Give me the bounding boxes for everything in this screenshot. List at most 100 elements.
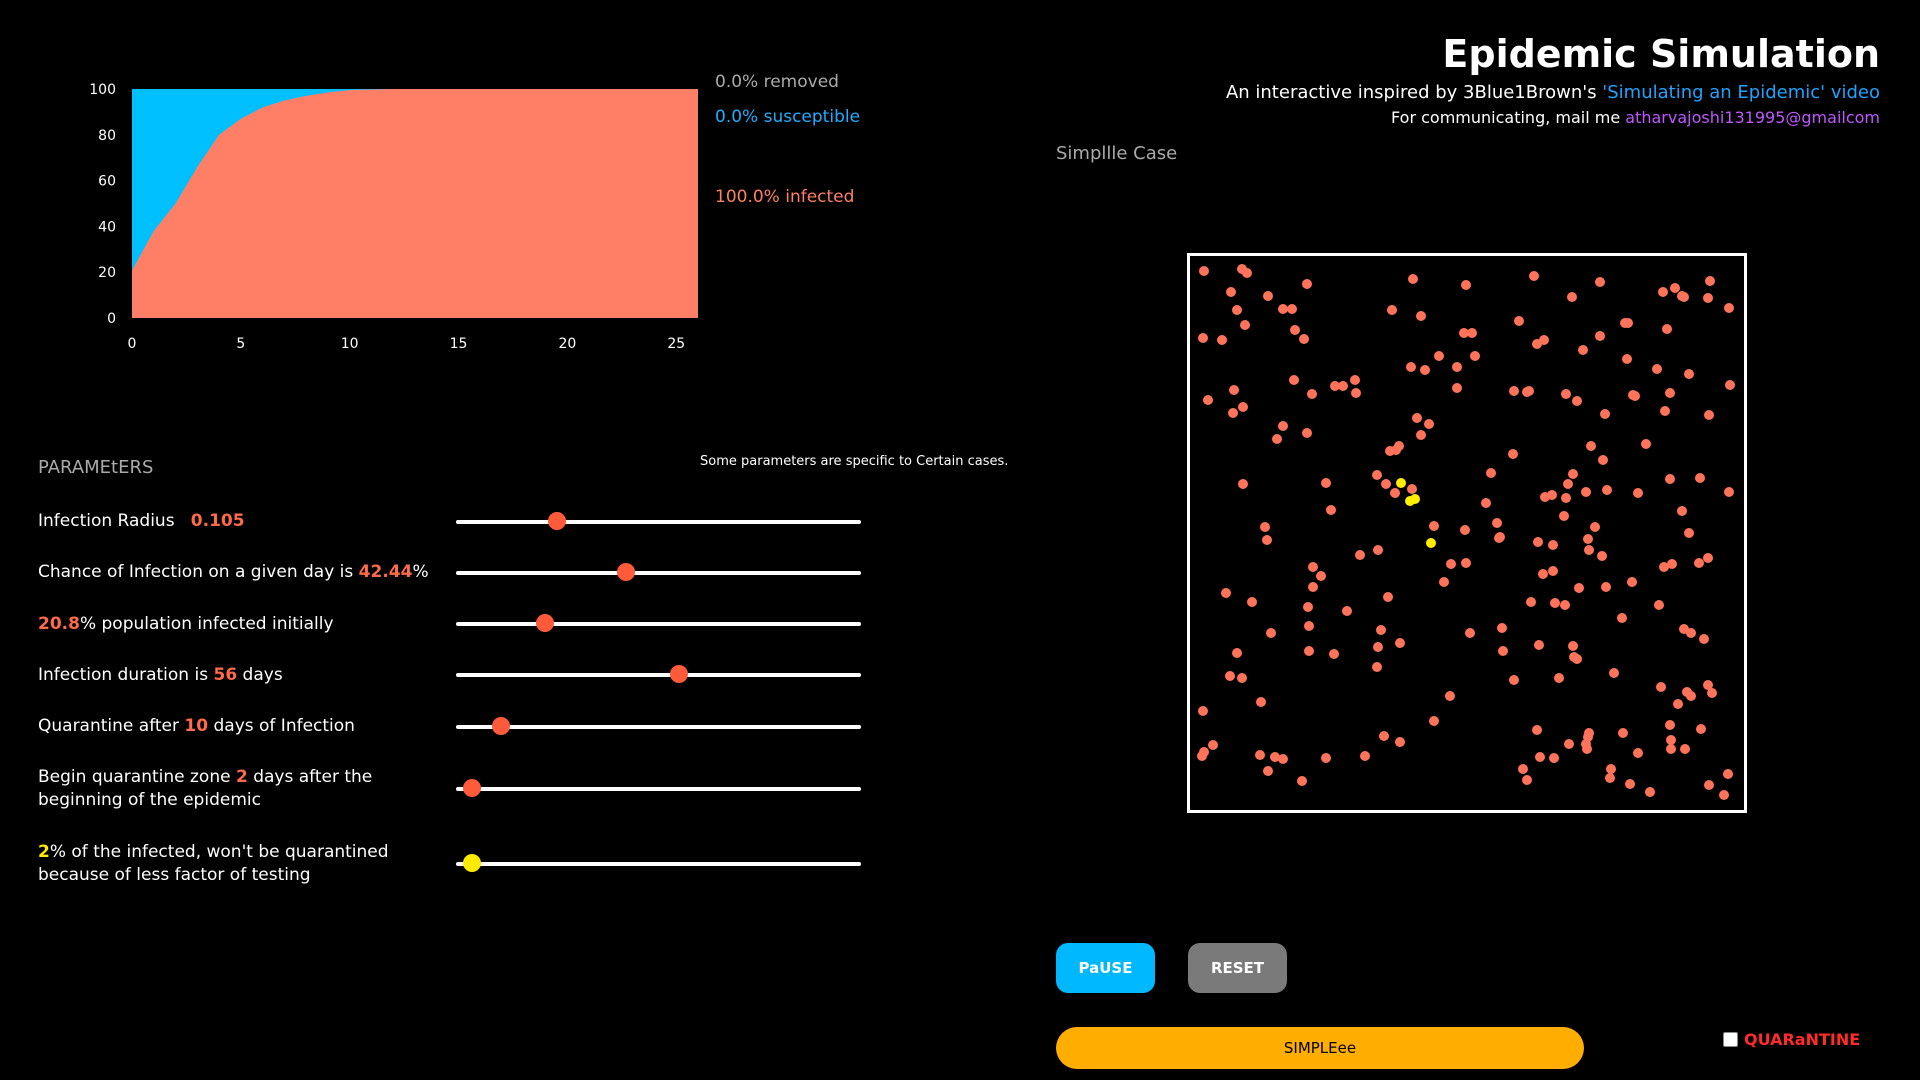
- y-tick-label: 40: [98, 219, 116, 235]
- person-dot: [1428, 716, 1439, 727]
- person-dot: [1664, 474, 1675, 485]
- person-dot: [1705, 276, 1716, 287]
- slider-thumb[interactable]: [536, 614, 555, 632]
- person-dot: [1321, 752, 1332, 763]
- pause-button[interactable]: PaUSE: [1056, 943, 1155, 993]
- person-dot: [1266, 627, 1277, 638]
- person-dot: [1548, 539, 1559, 550]
- quarantine-toggle[interactable]: QUARaNTINE: [1723, 1030, 1860, 1049]
- person-dot: [1597, 550, 1608, 561]
- person-dot: [1372, 641, 1383, 652]
- person-dot: [1262, 534, 1273, 545]
- person-dot: [1460, 525, 1471, 536]
- param-suffix: days: [237, 665, 283, 685]
- person-dot: [1328, 648, 1339, 659]
- person-dot: [1547, 566, 1558, 577]
- person-dot: [1407, 274, 1418, 285]
- person-dot: [1277, 753, 1288, 764]
- duration-slider[interactable]: [456, 665, 861, 683]
- person-dot: [1303, 602, 1314, 613]
- param-text: Quarantine after: [38, 716, 185, 736]
- person-dot: [1386, 304, 1397, 315]
- slider-thumb[interactable]: [617, 563, 636, 581]
- person-dot: [1538, 334, 1549, 345]
- param-suffix: %: [412, 562, 429, 582]
- person-dot: [1446, 559, 1456, 570]
- param-value: 0.105: [190, 511, 245, 531]
- person-dot: [1466, 327, 1477, 338]
- slider-thumb[interactable]: [548, 512, 567, 530]
- person-dot: [1723, 302, 1734, 313]
- person-dot: [1618, 728, 1629, 739]
- param-text: Infection duration is: [38, 665, 214, 685]
- simple-case-button[interactable]: SIMPLEee: [1056, 1027, 1584, 1069]
- person-dot: [1373, 544, 1384, 555]
- slider-thumb[interactable]: [463, 779, 482, 797]
- person-dot: [1602, 485, 1613, 496]
- person-dot: [1288, 375, 1299, 386]
- person-dot: [1609, 667, 1620, 678]
- person-dot: [1538, 569, 1549, 580]
- legend-susceptible: 0.0% susceptible: [715, 107, 861, 127]
- person-dot: [1296, 776, 1307, 787]
- video-link[interactable]: 'Simulating an Epidemic' video: [1602, 82, 1880, 103]
- person-dot: [1666, 744, 1677, 755]
- slider-thumb[interactable]: [491, 717, 510, 735]
- person-dot: [1586, 440, 1597, 451]
- person-dot: [1534, 751, 1545, 762]
- slider-thumb[interactable]: [669, 665, 688, 683]
- person-dot: [1232, 304, 1243, 315]
- email-link[interactable]: atharvajoshi131995@gmailcom: [1625, 108, 1880, 127]
- person-dot: [1411, 413, 1422, 424]
- person-dot: [1199, 266, 1210, 277]
- quarantine-checkbox[interactable]: [1723, 1032, 1738, 1047]
- person-dot: [1316, 571, 1327, 581]
- person-dot: [1384, 445, 1395, 456]
- slider-thumb[interactable]: [463, 854, 482, 872]
- untested-slider[interactable]: [456, 854, 861, 872]
- person-dot: [1583, 545, 1594, 556]
- person-dot: [1707, 687, 1718, 698]
- infection-radius-slider[interactable]: [456, 512, 861, 530]
- person-dot: [1272, 434, 1283, 445]
- person-dot: [1302, 278, 1313, 289]
- person-dot: [1640, 439, 1651, 450]
- person-dot: [1383, 592, 1394, 603]
- person-dot: [1395, 638, 1406, 649]
- person-dot: [1616, 612, 1627, 623]
- person-dot: [1306, 389, 1317, 400]
- person-dot: [1660, 406, 1671, 417]
- initial-infected-slider[interactable]: [456, 614, 861, 632]
- person-dot: [1682, 687, 1693, 698]
- contact-text: For communicating, mail me: [1391, 108, 1626, 127]
- page-subtitle: An interactive inspired by 3Blue1Brown's…: [1226, 82, 1880, 103]
- person-dot: [1578, 344, 1589, 355]
- contact-line: For communicating, mail me atharvajoshi1…: [1391, 108, 1880, 127]
- y-tick-label: 20: [98, 265, 116, 281]
- person-dot: [1221, 588, 1232, 599]
- x-tick-label: 25: [667, 336, 685, 352]
- person-dot: [1238, 478, 1249, 489]
- person-dot: [1582, 533, 1593, 544]
- case-label: Simpllle Case: [1056, 143, 1178, 164]
- quarantine-zone-slider[interactable]: [456, 779, 861, 797]
- person-dot: [1563, 478, 1574, 489]
- person-dot: [1699, 633, 1710, 644]
- chance-slider[interactable]: [456, 563, 861, 581]
- person-dot: [1451, 383, 1462, 394]
- param-text: Infection Radius: [38, 511, 175, 531]
- person-dot: [1255, 750, 1266, 761]
- param-value: 2: [235, 767, 248, 787]
- person-dot: [1302, 428, 1313, 439]
- person-dot: [1224, 670, 1235, 681]
- person-dot: [1564, 738, 1575, 749]
- quarantine-after-slider[interactable]: [456, 717, 861, 735]
- param-suffix: days after the beginning of the epidemic: [38, 767, 373, 810]
- person-dot: [1381, 478, 1392, 489]
- person-dot: [1686, 627, 1697, 638]
- reset-button[interactable]: RESET: [1188, 943, 1287, 993]
- person-dot: [1719, 789, 1730, 800]
- person-dot: [1239, 320, 1250, 331]
- person-dot: [1263, 765, 1274, 776]
- params-title: PARAMEtERS: [38, 457, 154, 478]
